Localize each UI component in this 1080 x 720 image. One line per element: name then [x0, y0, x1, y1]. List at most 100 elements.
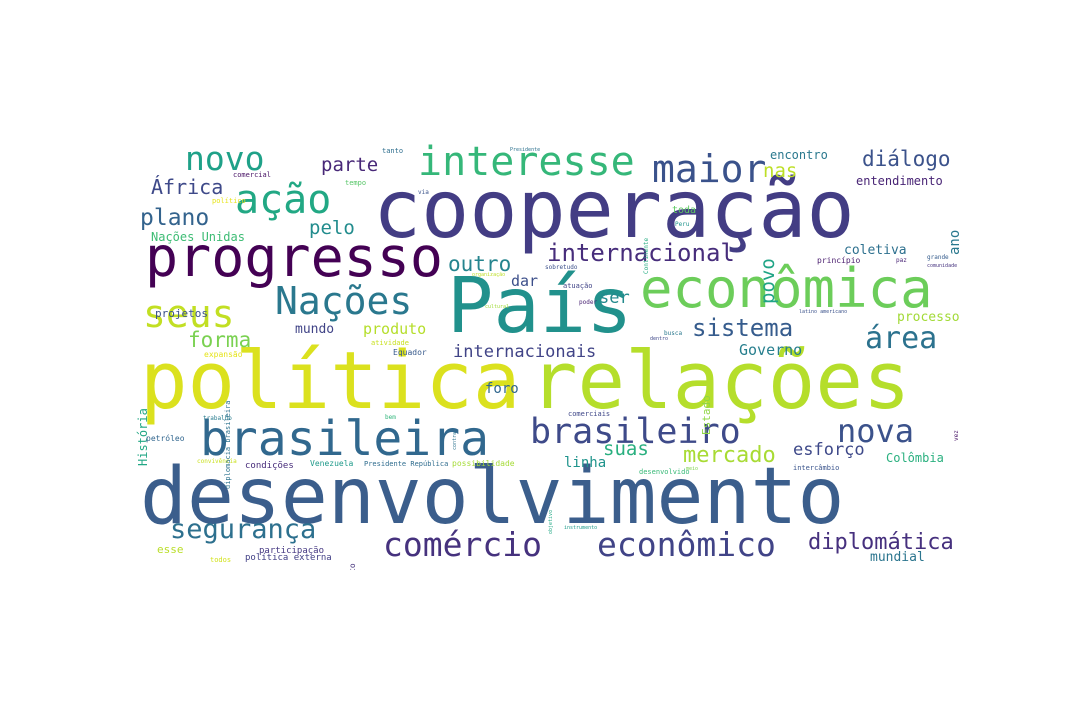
- word-comercio: comércio: [383, 525, 542, 564]
- word-relacoes: relações: [530, 335, 911, 427]
- word-governo: Governo: [739, 341, 803, 359]
- word-coletiva: coletiva: [844, 243, 907, 258]
- word-cultural: cultural: [485, 304, 510, 310]
- word-seguranca: segurança: [170, 514, 317, 545]
- word-comunidade: comunidade: [927, 263, 958, 269]
- word-encontro: encontro: [770, 148, 828, 162]
- word-atividade: atividade: [371, 339, 409, 347]
- word-projetos: projetos: [155, 307, 208, 320]
- word-economica: econômica: [640, 257, 933, 320]
- word-ano: ano: [947, 229, 963, 255]
- word-latino-americano: latino americano: [799, 309, 848, 315]
- word-principio: princípio: [817, 256, 861, 265]
- word-poder: poder: [579, 299, 598, 306]
- word-presidente: Presidente: [510, 147, 541, 153]
- word-comerciais: comerciais: [568, 410, 611, 418]
- word-linha: linha: [564, 455, 607, 471]
- word-cooperacao: cooperação: [373, 163, 855, 256]
- word-forma: forma: [188, 328, 252, 352]
- word-parte: parte: [321, 154, 379, 176]
- word-estado: Estado: [700, 395, 713, 435]
- word-esforco: esforço: [793, 440, 865, 460]
- word-mundial: mundial: [870, 550, 925, 565]
- word-politica: política: [140, 335, 521, 427]
- word-venezuela: Venezuela: [310, 459, 354, 468]
- word-direito: direito: [348, 563, 357, 570]
- word-busca: busca: [664, 330, 683, 337]
- word-tanto: tanto: [382, 147, 404, 155]
- word-novo: novo: [185, 139, 265, 178]
- word-via: via: [418, 189, 429, 196]
- word-atuacao: atuação: [563, 282, 593, 290]
- word-toda: toda: [672, 205, 697, 216]
- word-plano: plano: [140, 205, 210, 231]
- word-intercambio: intercâmbio: [793, 464, 840, 472]
- word-dar: dar: [511, 272, 539, 290]
- word-todos: todos: [210, 556, 232, 564]
- word-tempo: tempo: [345, 179, 367, 187]
- word-dialogo: diálogo: [862, 147, 951, 171]
- word-trabalho: trabalho: [203, 415, 232, 422]
- word-comercial: comercial: [233, 171, 271, 179]
- word-brasileira: brasileira: [200, 411, 489, 467]
- word-nacoes-unidas: Nações Unidas: [151, 230, 245, 244]
- word-entendimento: entendimento: [856, 174, 943, 188]
- word-presidente-republica: Presidente República: [364, 460, 449, 468]
- word-condicoes: condições: [245, 461, 294, 471]
- word-colombia: Colômbia: [886, 451, 944, 465]
- word-mercado: mercado: [683, 443, 776, 468]
- word-africa: África: [151, 175, 224, 199]
- word-expansao: expansão: [204, 350, 243, 359]
- word-vez: vez: [953, 430, 960, 441]
- word-possibilidade: possibilidade: [452, 459, 515, 468]
- word-acao: ação: [235, 177, 332, 223]
- word-sistema: sistema: [692, 314, 794, 342]
- word-diplomacia-brasileira: diplomacia brasileira: [224, 400, 232, 489]
- word-equador: Equador: [393, 348, 427, 357]
- word-suas: suas: [603, 438, 649, 460]
- word-povo: povo: [757, 258, 779, 304]
- word-seus: seus: [143, 292, 235, 336]
- word-foro: foro: [485, 381, 519, 397]
- word-diplomatica: diplomática: [808, 530, 954, 555]
- word-contra: contra: [452, 431, 458, 450]
- word-area: área: [865, 321, 938, 356]
- word-paz: paz: [896, 257, 907, 264]
- word-interesse: interesse: [418, 139, 635, 185]
- word-progresso: progresso: [145, 225, 444, 289]
- word-organizacao: organização: [472, 272, 506, 278]
- word-nacoes: Nações: [275, 279, 413, 323]
- word-peru: Peru: [675, 221, 690, 228]
- word-desenvolvido: desenvolvido: [639, 468, 690, 476]
- word-grande: grande: [927, 254, 949, 261]
- word-mundo: mundo: [295, 322, 335, 337]
- word-meio: meio: [686, 466, 699, 472]
- word-maior: maior: [652, 147, 767, 191]
- word-nas: nas: [763, 160, 798, 182]
- word-internacional: internacional: [547, 239, 735, 267]
- word-outro: outro: [448, 252, 512, 276]
- word-bem: bem: [385, 414, 396, 421]
- word-instrumento: instrumento: [564, 525, 598, 531]
- word-ser: ser: [599, 288, 630, 308]
- word-esse: esse: [157, 543, 184, 556]
- word-convivencia: convivência: [197, 458, 237, 465]
- word-desenvolvimento: desenvolvimento: [140, 452, 845, 542]
- word-nova: nova: [837, 412, 915, 450]
- word-pelo: pelo: [309, 217, 355, 239]
- word-continente: Continente: [643, 237, 650, 274]
- word-produto: produto: [363, 320, 427, 338]
- word-dentro: dentro: [650, 336, 669, 342]
- word-participacao: participação: [259, 546, 325, 556]
- word-politico: político: [212, 197, 246, 205]
- word-processo: processo: [897, 310, 960, 325]
- word-petroleo: petróleo: [146, 434, 185, 443]
- word-objetivo: objetivo: [548, 509, 554, 534]
- word-economico: econômico: [597, 525, 776, 564]
- word-politica-externa: política externa: [245, 553, 332, 563]
- word-sobretudo: sobretudo: [545, 264, 578, 271]
- word-brasileiro: brasileiro: [530, 412, 741, 452]
- word-cloud: desenvolvimento cooperação política rela…: [135, 130, 970, 570]
- word-pais: País: [447, 262, 633, 351]
- word-internacionais: internacionais: [453, 342, 597, 362]
